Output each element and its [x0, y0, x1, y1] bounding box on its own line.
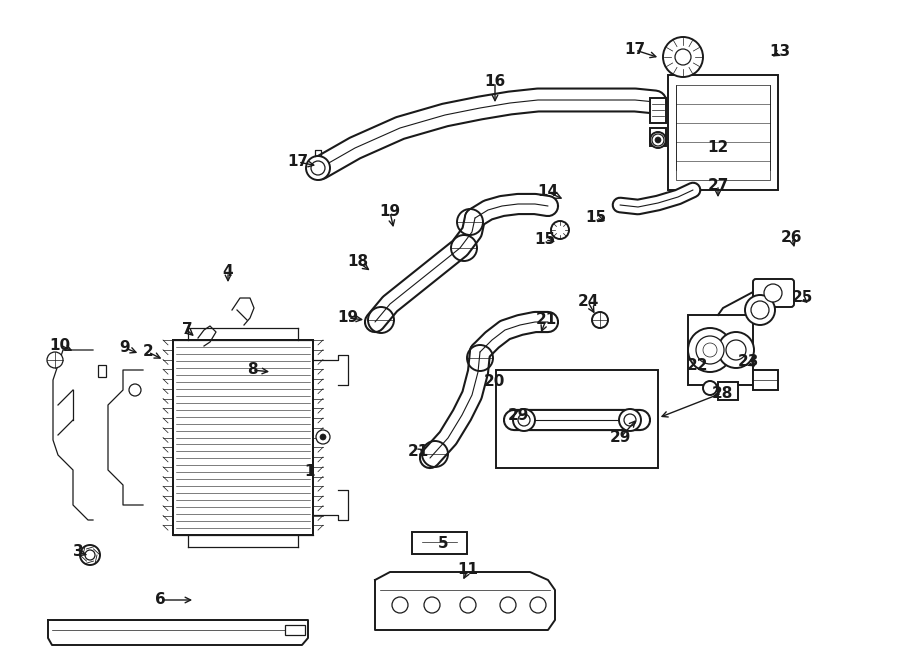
Circle shape: [726, 340, 746, 360]
Text: 28: 28: [711, 385, 733, 401]
Text: 14: 14: [537, 184, 559, 200]
Text: 25: 25: [791, 290, 813, 305]
Bar: [412, 532, 467, 554]
Text: 3: 3: [73, 545, 84, 559]
Circle shape: [518, 414, 530, 426]
Bar: [650, 128, 666, 146]
Text: 17: 17: [625, 42, 645, 58]
Circle shape: [652, 134, 664, 146]
Text: 21: 21: [536, 313, 556, 327]
Circle shape: [460, 597, 476, 613]
Text: 5: 5: [437, 535, 448, 551]
Circle shape: [47, 352, 63, 368]
Text: 7: 7: [182, 323, 193, 338]
Circle shape: [530, 597, 546, 613]
Circle shape: [129, 384, 141, 396]
Circle shape: [663, 37, 703, 77]
Bar: [676, 85, 770, 180]
Bar: [650, 98, 666, 123]
Circle shape: [703, 343, 717, 357]
Circle shape: [696, 336, 724, 364]
Text: 2: 2: [142, 344, 153, 360]
Circle shape: [392, 597, 408, 613]
Circle shape: [688, 328, 732, 372]
Text: 9: 9: [120, 340, 130, 356]
Circle shape: [703, 381, 717, 395]
Bar: [285, 625, 305, 635]
Circle shape: [650, 132, 666, 148]
Text: 13: 13: [770, 44, 790, 59]
Circle shape: [675, 49, 691, 65]
Text: 24: 24: [577, 295, 598, 309]
Text: 11: 11: [457, 563, 479, 578]
Circle shape: [718, 332, 754, 368]
Text: 15: 15: [535, 233, 555, 247]
Text: 1: 1: [305, 465, 315, 479]
Circle shape: [80, 545, 100, 565]
Text: 12: 12: [707, 141, 729, 155]
Circle shape: [551, 221, 569, 239]
Circle shape: [751, 301, 769, 319]
Text: 23: 23: [737, 354, 759, 369]
Circle shape: [85, 550, 95, 560]
Bar: [98, 365, 106, 377]
Bar: [718, 382, 738, 400]
Circle shape: [316, 430, 330, 444]
Circle shape: [513, 409, 535, 431]
Text: 19: 19: [338, 311, 358, 325]
Circle shape: [655, 137, 661, 143]
Text: 10: 10: [50, 338, 70, 352]
Circle shape: [619, 409, 641, 431]
Text: 4: 4: [222, 264, 233, 280]
Circle shape: [424, 597, 440, 613]
Circle shape: [624, 414, 636, 426]
FancyBboxPatch shape: [753, 279, 794, 307]
Circle shape: [764, 284, 782, 302]
Circle shape: [745, 295, 775, 325]
Text: 17: 17: [287, 155, 309, 169]
Bar: [688, 315, 753, 385]
Text: 26: 26: [781, 231, 803, 245]
Polygon shape: [48, 620, 308, 645]
Text: 21: 21: [408, 444, 428, 459]
Circle shape: [311, 161, 325, 175]
Text: 20: 20: [483, 375, 505, 389]
Text: 22: 22: [688, 358, 709, 373]
Text: 27: 27: [707, 178, 729, 192]
Bar: [668, 75, 778, 190]
Text: 6: 6: [155, 592, 166, 607]
Polygon shape: [375, 572, 555, 630]
Circle shape: [592, 312, 608, 328]
Text: 18: 18: [347, 254, 369, 270]
Text: 29: 29: [609, 430, 631, 446]
Bar: [496, 370, 658, 468]
Text: 15: 15: [585, 210, 607, 225]
Circle shape: [500, 597, 516, 613]
Text: 8: 8: [247, 362, 257, 377]
Text: 19: 19: [380, 204, 400, 219]
Text: 29: 29: [508, 407, 528, 422]
Circle shape: [306, 156, 330, 180]
Circle shape: [320, 434, 326, 440]
Text: 16: 16: [484, 75, 506, 89]
Bar: [173, 340, 313, 535]
Bar: [753, 370, 778, 390]
